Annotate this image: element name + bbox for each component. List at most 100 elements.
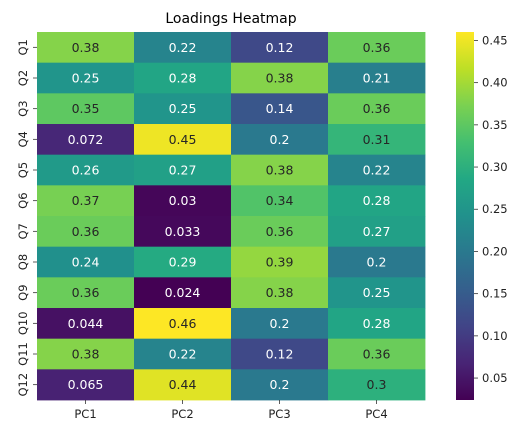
cell-value-label: 0.22 bbox=[363, 163, 391, 178]
y-tick-label: Q7 bbox=[16, 223, 30, 239]
heatmap-cell bbox=[134, 338, 232, 370]
cell-value-label: 0.36 bbox=[363, 347, 391, 362]
cell-labels: 0.38 0.22 0.12 0.36 0.25 0.28 0.38 0.21 0.35 0.25… bbox=[68, 40, 391, 392]
heatmap-cell bbox=[37, 246, 135, 278]
heatmap-cell bbox=[328, 154, 426, 186]
heatmap-cell bbox=[328, 32, 426, 64]
colorbar-tick-label: 0.05 bbox=[482, 371, 508, 385]
heatmap-cell bbox=[37, 369, 135, 401]
heatmap-cell bbox=[328, 124, 426, 156]
y-tick-label: Q12 bbox=[16, 373, 30, 397]
heatmap-cell bbox=[328, 277, 426, 309]
cell-value-label: 0.2 bbox=[270, 316, 290, 331]
heatmap-cell bbox=[231, 246, 329, 278]
cell-value-label: 0.033 bbox=[165, 224, 201, 239]
heatmap-cell bbox=[134, 62, 232, 94]
cell-value-label: 0.27 bbox=[363, 224, 391, 239]
cell-value-label: 0.39 bbox=[266, 255, 294, 270]
heatmap-cell bbox=[134, 369, 232, 401]
heatmap-cell bbox=[328, 369, 426, 401]
colorbar-gradient bbox=[456, 32, 474, 400]
y-tick-label: Q9 bbox=[16, 284, 30, 300]
cell-value-label: 0.072 bbox=[68, 132, 104, 147]
cell-value-label: 0.34 bbox=[266, 193, 294, 208]
heatmap-cell bbox=[37, 124, 135, 156]
heatmap-cells bbox=[37, 32, 426, 401]
cell-value-label: 0.27 bbox=[169, 163, 197, 178]
heatmap-cell bbox=[231, 93, 329, 125]
y-tick-label: Q8 bbox=[16, 254, 30, 270]
colorbar-tick-label: 0.25 bbox=[482, 202, 508, 216]
cell-value-label: 0.12 bbox=[266, 347, 294, 362]
cell-value-label: 0.22 bbox=[169, 40, 197, 55]
cell-value-label: 0.044 bbox=[68, 316, 104, 331]
heatmap-cell bbox=[328, 246, 426, 278]
cell-value-label: 0.3 bbox=[367, 377, 387, 392]
y-tick-label: Q11 bbox=[16, 342, 30, 366]
heatmap-cell bbox=[328, 338, 426, 370]
cell-value-label: 0.2 bbox=[367, 255, 387, 270]
heatmap-cell bbox=[134, 216, 232, 248]
heatmap-cell bbox=[134, 308, 232, 340]
cell-value-label: 0.38 bbox=[72, 40, 100, 55]
cell-value-label: 0.065 bbox=[68, 377, 104, 392]
cell-value-label: 0.024 bbox=[165, 285, 201, 300]
cell-value-label: 0.38 bbox=[266, 71, 294, 86]
heatmap-cell bbox=[134, 185, 232, 217]
colorbar-tick-label: 0.15 bbox=[482, 287, 508, 301]
cell-value-label: 0.38 bbox=[266, 285, 294, 300]
heatmap-cell bbox=[134, 154, 232, 186]
x-tick-label: PC3 bbox=[268, 407, 290, 421]
heatmap-cell bbox=[134, 32, 232, 64]
cell-value-label: 0.35 bbox=[72, 101, 100, 116]
cell-value-label: 0.36 bbox=[72, 285, 100, 300]
x-axis: PC1 PC2 PC3 PC4 bbox=[74, 400, 388, 421]
y-tick-label: Q3 bbox=[16, 100, 30, 116]
y-tick-label: Q6 bbox=[16, 192, 30, 208]
heatmap-cell bbox=[231, 369, 329, 401]
heatmap-cell bbox=[37, 154, 135, 186]
heatmap-cell bbox=[37, 308, 135, 340]
x-tick-label: PC2 bbox=[171, 407, 193, 421]
heatmap-cell bbox=[231, 277, 329, 309]
cell-value-label: 0.12 bbox=[266, 40, 294, 55]
heatmap-cell bbox=[37, 62, 135, 94]
cell-value-label: 0.38 bbox=[72, 347, 100, 362]
y-tick-label: Q5 bbox=[16, 162, 30, 178]
heatmap-cell bbox=[231, 185, 329, 217]
heatmap-cell bbox=[328, 185, 426, 217]
heatmap-cell bbox=[37, 185, 135, 217]
cell-value-label: 0.28 bbox=[169, 71, 197, 86]
heatmap-cell bbox=[37, 338, 135, 370]
heatmap-cell bbox=[328, 216, 426, 248]
chart-title: Loadings Heatmap bbox=[165, 11, 296, 27]
cell-value-label: 0.38 bbox=[266, 163, 294, 178]
cell-value-label: 0.25 bbox=[363, 285, 391, 300]
cell-value-label: 0.22 bbox=[169, 347, 197, 362]
heatmap-cell bbox=[231, 32, 329, 64]
heatmap-cell bbox=[134, 277, 232, 309]
colorbar: 0.05 0.10 0.15 0.20 0.25 0.30 0.35 0.40 0.45 bbox=[456, 32, 508, 400]
heatmap-cell bbox=[37, 32, 135, 64]
cell-value-label: 0.24 bbox=[72, 255, 100, 270]
cell-value-label: 0.36 bbox=[72, 224, 100, 239]
cell-value-label: 0.28 bbox=[363, 193, 391, 208]
colorbar-tick-label: 0.40 bbox=[482, 76, 508, 90]
cell-value-label: 0.2 bbox=[270, 377, 290, 392]
cell-value-label: 0.37 bbox=[72, 193, 100, 208]
heatmap-cell bbox=[231, 308, 329, 340]
cell-value-label: 0.21 bbox=[363, 71, 391, 86]
heatmap-cell bbox=[328, 93, 426, 125]
heatmap-cell bbox=[231, 216, 329, 248]
colorbar-tick-label: 0.35 bbox=[482, 118, 508, 132]
x-tick-label: PC1 bbox=[74, 407, 96, 421]
cell-value-label: 0.14 bbox=[266, 101, 294, 116]
heatmap-cell bbox=[134, 246, 232, 278]
heatmap-cell bbox=[231, 338, 329, 370]
heatmap-cell bbox=[134, 93, 232, 125]
colorbar-tick-label: 0.45 bbox=[482, 33, 508, 47]
cell-value-label: 0.36 bbox=[363, 101, 391, 116]
heatmap-cell bbox=[328, 308, 426, 340]
heatmap-cell bbox=[134, 124, 232, 156]
cell-value-label: 0.26 bbox=[72, 163, 100, 178]
